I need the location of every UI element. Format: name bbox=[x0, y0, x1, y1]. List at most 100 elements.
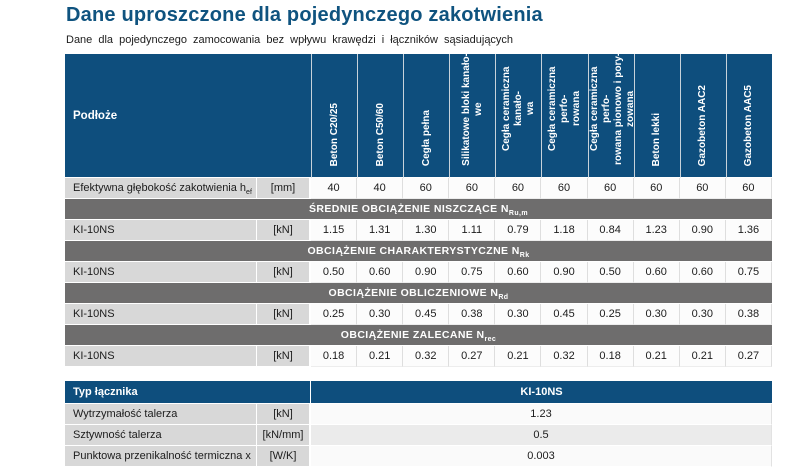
column-header-label: Cegła ceramiczna kanało- wa bbox=[500, 66, 536, 151]
column-header: Silikatowe bloki kanało- we bbox=[449, 53, 496, 178]
value-cell: 0.45 bbox=[541, 304, 588, 325]
value-cell: 0.21 bbox=[633, 346, 680, 367]
value-cell: 60 bbox=[449, 178, 496, 199]
section-band-row: OBCIĄŻENIE OBLICZENIOWE NRd bbox=[65, 283, 772, 304]
data-row: KI-10NS [kN] 0.18 0.21 0.32 0.27 0.21 0.… bbox=[65, 346, 772, 367]
value-cell: 0.75 bbox=[449, 262, 496, 283]
value-cell: 60 bbox=[495, 178, 542, 199]
page-title: Dane uproszczone dla pojedynczego zakotw… bbox=[66, 4, 543, 26]
value-cell: 0.75 bbox=[725, 262, 772, 283]
value-cell: 1.11 bbox=[449, 220, 496, 241]
value-cell: 40 bbox=[357, 178, 404, 199]
value-cell: 0.25 bbox=[311, 304, 358, 325]
column-header-label: Gazobeton AAC5 bbox=[743, 84, 755, 166]
row-label: KI-10NS bbox=[65, 262, 258, 283]
fastener-table: Typ łącznika KI-10NS Wytrzymałość talerz… bbox=[65, 381, 773, 467]
fastener-row: Punktowa przenikalność termiczna x [W/K]… bbox=[65, 446, 773, 467]
fastener-row: Sztywność talerza [kN/mm] 0.5 bbox=[65, 425, 773, 446]
column-header: Cegła ceramiczna kanało- wa bbox=[495, 54, 542, 178]
unit-cell: [kN] bbox=[257, 262, 312, 283]
section-band-row: OBCIĄŻENIE CHARAKTERYSTYCZNE NRk bbox=[65, 241, 772, 262]
column-header: Beton C20/25 bbox=[311, 54, 358, 178]
section-band-subscript: rec bbox=[484, 336, 497, 344]
value-cell: 0.60 bbox=[633, 262, 680, 283]
value-cell: 0.60 bbox=[357, 262, 404, 283]
value-cell: 60 bbox=[725, 178, 772, 199]
row-label: KI-10NS bbox=[65, 346, 258, 367]
fastener-type-value: KI-10NS bbox=[311, 381, 773, 404]
value-cell: 0.25 bbox=[587, 304, 634, 325]
unit-cell: [kN] bbox=[257, 346, 312, 367]
value-cell: 0.90 bbox=[403, 262, 450, 283]
column-header: Cegła ceramiczna perfo- rowana bbox=[541, 54, 588, 178]
section-band-row: OBCIĄŻENIE ZALECANE Nrec bbox=[65, 325, 772, 346]
value-cell: 1.18 bbox=[541, 220, 588, 241]
value-cell: 0.79 bbox=[495, 220, 542, 241]
value-cell: 1.15 bbox=[311, 220, 358, 241]
data-row: KI-10NS [kN] 0.25 0.30 0.45 0.38 0.30 0.… bbox=[65, 304, 772, 325]
substrate-header: Podłoże bbox=[65, 54, 312, 178]
value-cell: 60 bbox=[587, 178, 634, 199]
fastener-header-row: Typ łącznika KI-10NS bbox=[65, 381, 773, 404]
section-band-label: ŚREDNIE OBCIĄŻENIE NISZCZĄCE N bbox=[309, 203, 509, 215]
unit-cell: [kN] bbox=[257, 220, 312, 241]
value-cell: 0.003 bbox=[311, 446, 773, 467]
section-band: OBCIĄŻENIE CHARAKTERYSTYCZNE NRk bbox=[65, 241, 772, 262]
value-cell: 0.84 bbox=[587, 220, 634, 241]
column-header: Gazobeton AAC5 bbox=[725, 54, 772, 178]
section-band-label: OBCIĄŻENIE CHARAKTERYSTYCZNE N bbox=[307, 245, 520, 257]
value-cell: 0.32 bbox=[541, 346, 588, 367]
column-header: Cegła pełna bbox=[403, 54, 450, 178]
value-cell: 0.30 bbox=[495, 304, 542, 325]
column-header-label: Cegła ceramiczna perfo- rowana bbox=[547, 66, 583, 151]
value-cell: 0.18 bbox=[311, 346, 358, 367]
row-label: Punktowa przenikalność termiczna x bbox=[65, 446, 257, 467]
value-cell: 40 bbox=[311, 178, 358, 199]
section-band-subscript: Rk bbox=[519, 252, 530, 260]
row-label: Sztywność talerza bbox=[65, 425, 257, 446]
value-cell: 1.30 bbox=[403, 220, 450, 241]
column-header-label: Beton C50/60 bbox=[374, 102, 386, 166]
section-band-label: OBCIĄŻENIE ZALECANE N bbox=[340, 329, 485, 341]
value-cell: 0.90 bbox=[541, 262, 588, 283]
section-band: OBCIĄŻENIE ZALECANE Nrec bbox=[65, 325, 772, 346]
data-row: KI-10NS [kN] 0.50 0.60 0.90 0.75 0.60 0.… bbox=[65, 262, 772, 283]
value-cell: 0.21 bbox=[357, 346, 404, 367]
value-cell: 0.21 bbox=[495, 346, 542, 367]
column-header-label: Cegła ceramiczna perfo- rowana pionowo i… bbox=[588, 52, 636, 165]
column-header-label: Silikatowe bloki kanało- we bbox=[460, 53, 484, 166]
unit-cell: [kN] bbox=[257, 404, 312, 425]
value-cell: 0.21 bbox=[679, 346, 726, 367]
value-cell: 0.5 bbox=[311, 425, 773, 446]
unit-cell: [kN/mm] bbox=[257, 425, 312, 446]
value-cell: 0.60 bbox=[495, 262, 542, 283]
section-band-subscript: Ru,m bbox=[508, 210, 528, 218]
embedment-label-subscript: ef bbox=[246, 189, 252, 197]
value-cell: 0.18 bbox=[587, 346, 634, 367]
value-cell: 60 bbox=[403, 178, 450, 199]
column-header: Beton C50/60 bbox=[357, 54, 404, 178]
value-cell: 0.32 bbox=[403, 346, 450, 367]
column-header: Gazobeton AAC2 bbox=[679, 54, 726, 178]
section-band: ŚREDNIE OBCIĄŻENIE NISZCZĄCE NRu,m bbox=[65, 199, 772, 220]
value-cell: 0.45 bbox=[403, 304, 450, 325]
column-header-label: Gazobeton AAC2 bbox=[697, 84, 709, 166]
value-cell: 60 bbox=[541, 178, 588, 199]
value-cell: 0.27 bbox=[725, 346, 772, 367]
row-label: KI-10NS bbox=[65, 304, 258, 325]
value-cell: 1.23 bbox=[311, 404, 773, 425]
value-cell: 0.30 bbox=[633, 304, 680, 325]
embedment-label: Efektywna głębokość zakotwienia h bbox=[73, 182, 247, 194]
main-table: Podłoże Beton C20/25 Beton C50/60 Cegła … bbox=[65, 52, 772, 367]
section-band-label: OBCIĄŻENIE OBLICZENIOWE N bbox=[328, 287, 499, 299]
value-cell: 0.60 bbox=[679, 262, 726, 283]
value-cell: 0.30 bbox=[679, 304, 726, 325]
section-band-row: ŚREDNIE OBCIĄŻENIE NISZCZĄCE NRu,m bbox=[65, 199, 772, 220]
row-label: Wytrzymałość talerza bbox=[65, 404, 257, 425]
value-cell: 0.38 bbox=[449, 304, 496, 325]
data-row: KI-10NS [kN] 1.15 1.31 1.30 1.11 0.79 1.… bbox=[65, 220, 772, 241]
page-subtitle: Dane dla pojedynczego zamocowania bez wp… bbox=[66, 34, 514, 46]
page-content: Dane uproszczone dla pojedynczego zakotw… bbox=[65, 4, 773, 467]
column-header-label: Beton lekki bbox=[651, 112, 663, 166]
value-cell: 1.31 bbox=[357, 220, 404, 241]
